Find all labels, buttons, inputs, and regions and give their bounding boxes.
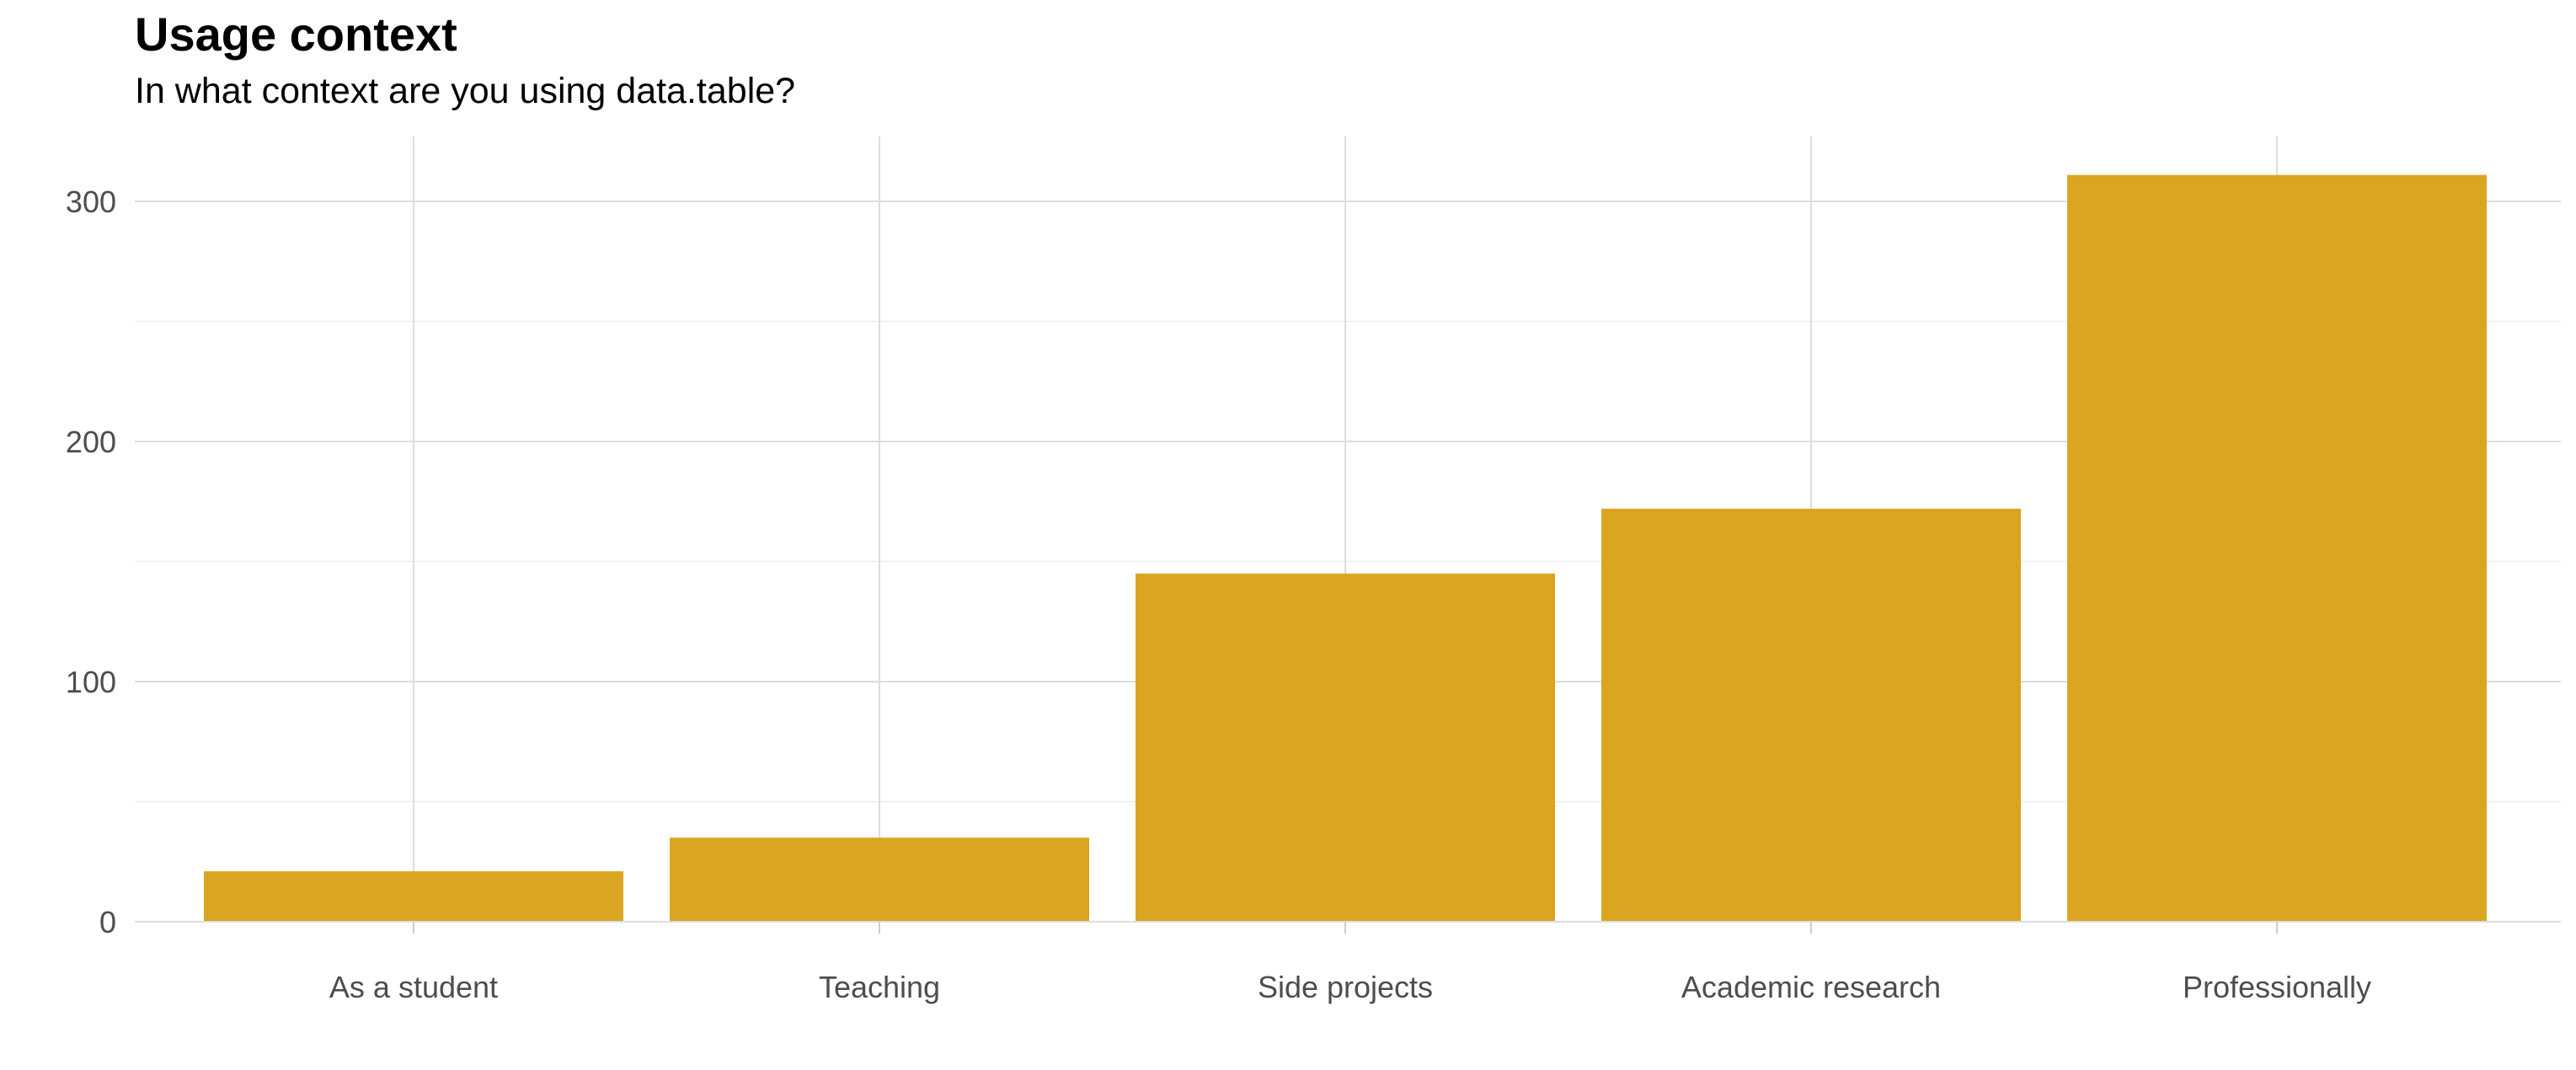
x-tick-label: Professionally [2183,970,2371,1004]
bar-teaching [670,837,1089,922]
y-tick-label: 0 [99,905,116,939]
bars [204,174,2487,922]
x-tick-label: Academic research [1681,970,1941,1004]
y-axis-labels: 0 100 200 300 [66,185,116,939]
x-tick-label: Teaching [819,970,940,1004]
bar-professionally [2067,174,2487,922]
bar-as-a-student [204,871,623,922]
chart-title: Usage context [135,8,457,61]
x-axis-labels: As a student Teaching Side projects Academi… [329,970,2371,1004]
x-axis-ticks [135,921,2561,934]
bar-side-projects [1136,573,1555,922]
bar-academic-research [1601,508,2021,922]
y-tick-label: 100 [66,665,116,699]
x-tick-label: As a student [329,970,498,1004]
x-tick-label: Side projects [1258,970,1433,1004]
y-tick-label: 300 [66,185,116,219]
y-tick-label: 200 [66,425,116,459]
chart-subtitle: In what context are you using data.table… [135,71,796,111]
